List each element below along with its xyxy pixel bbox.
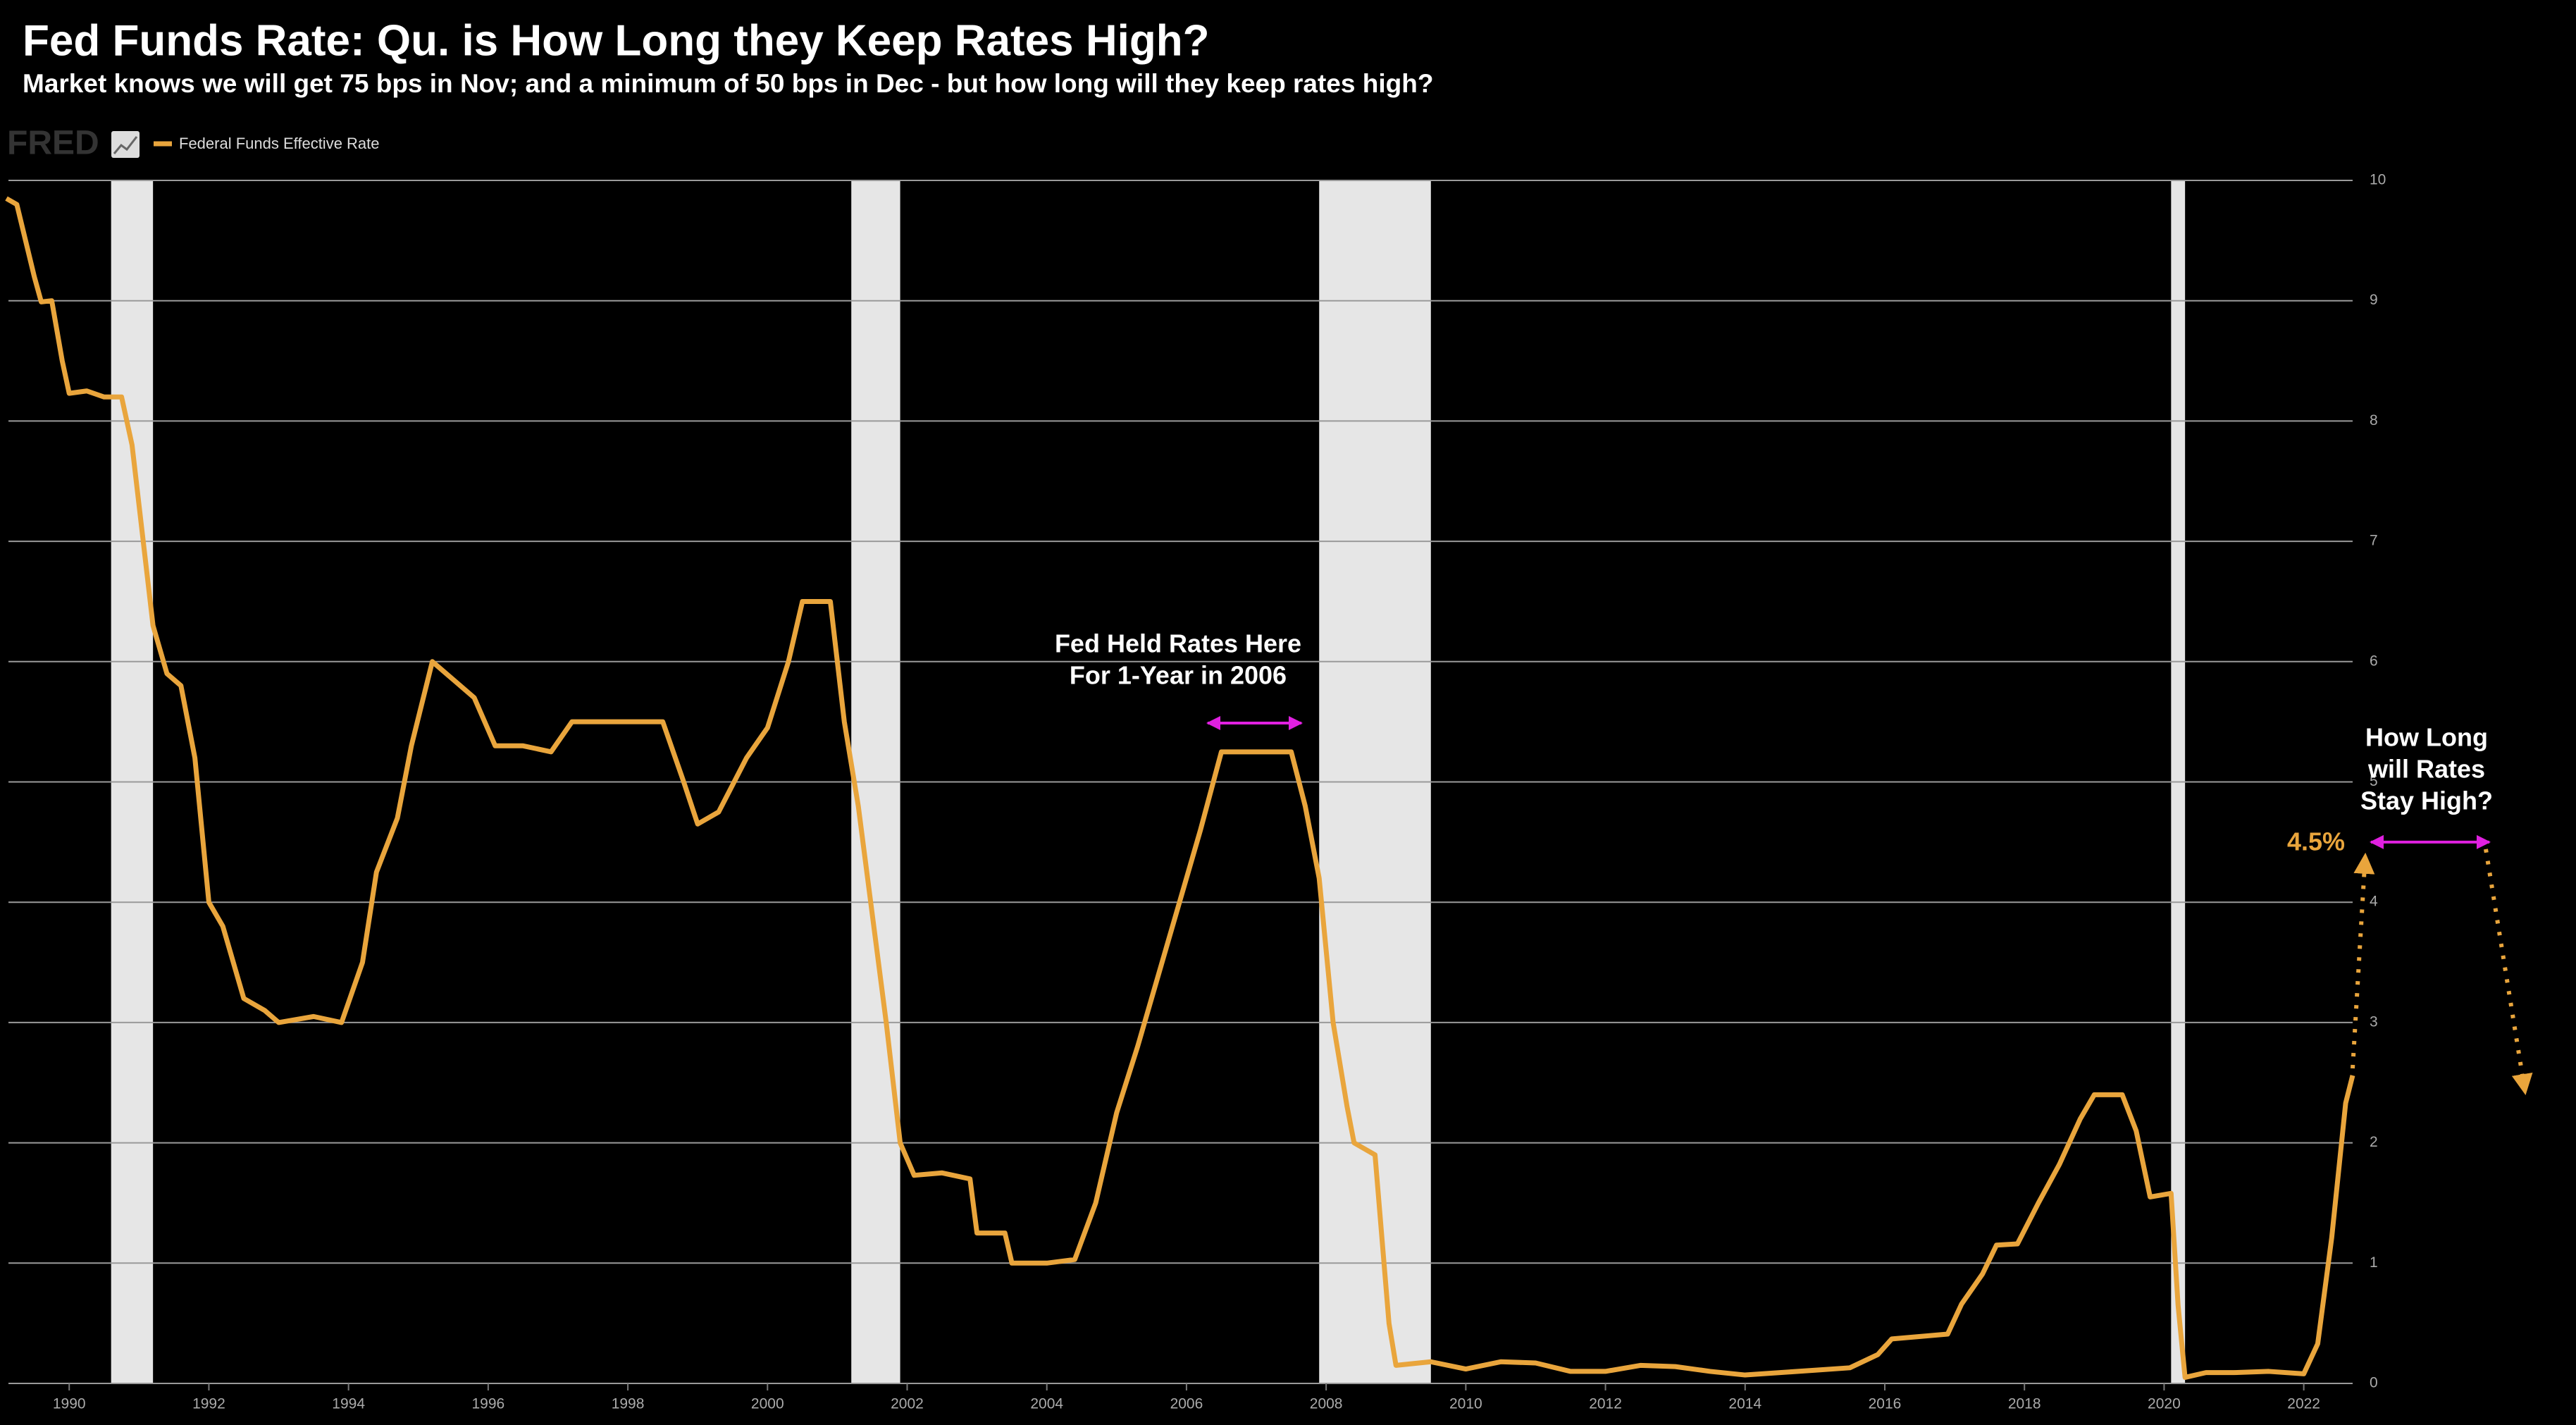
y-tick-label: 2: [2370, 1134, 2378, 1150]
x-tick-label: 2000: [751, 1396, 784, 1412]
annotation-value-label: 4.5%: [2287, 827, 2345, 856]
fred-icon: [111, 131, 140, 158]
y-tick-label: 5: [2370, 773, 2378, 789]
y-tick-label: 4: [2370, 894, 2378, 910]
y-tick-label: 9: [2370, 292, 2378, 308]
data-line: [5, 196, 2355, 1380]
legend-label: Federal Funds Effective Rate: [179, 135, 380, 152]
y-tick-label: 8: [2370, 412, 2378, 428]
x-tick-label: 2010: [1449, 1396, 1482, 1412]
x-tick-label: 2008: [1310, 1396, 1343, 1412]
annotation-text: How Long: [2365, 723, 2488, 752]
y-tick-label: 0: [2370, 1375, 2378, 1391]
y-tick-label: 1: [2370, 1254, 2378, 1271]
y-tick-label: 10: [2370, 172, 2386, 188]
chart-title: Fed Funds Rate: Qu. is How Long they Kee…: [23, 16, 1209, 65]
fred-icon-line: [113, 136, 138, 154]
x-tick-label: 1990: [53, 1396, 86, 1412]
x-tick-label: 2014: [1728, 1396, 1761, 1412]
fred-logo: FRED: [7, 125, 99, 162]
plot-area: 0 1 2 3 4 5 6 7 8 9 10 1990 1992 1994 1996 1998 2000 2002…: [5, 135, 2386, 1412]
x-tick-label: 2006: [1170, 1396, 1203, 1412]
x-tick-label: 2002: [891, 1396, 924, 1412]
chart-subtitle: Market knows we will get 75 bps in Nov; …: [23, 69, 1433, 98]
x-tick-label: 2018: [2008, 1396, 2041, 1412]
y-tick-label: 7: [2370, 533, 2378, 549]
x-tick-label: 2020: [2148, 1396, 2181, 1412]
x-tick-label: 1992: [192, 1396, 225, 1412]
y-tick-label: 3: [2370, 1013, 2378, 1030]
annotation-text: For 1-Year in 2006: [1070, 661, 1287, 690]
x-tick-label: 2016: [1869, 1396, 1902, 1412]
x-tick-label: 1994: [332, 1396, 365, 1412]
x-tick-label: 2004: [1030, 1396, 1063, 1412]
y-tick-label: 6: [2370, 653, 2378, 669]
annotation-text: Fed Held Rates Here: [1055, 629, 1301, 658]
x-tick-label: 2012: [1589, 1396, 1622, 1412]
x-tick-label: 1998: [612, 1396, 645, 1412]
annotation-text: Stay High?: [2360, 786, 2493, 815]
annotation-text: will Rates: [2367, 755, 2485, 784]
x-tick-label: 2022: [2287, 1396, 2320, 1412]
x-tick-label: 1996: [472, 1396, 505, 1412]
fall-arrow: [2484, 849, 2533, 1095]
